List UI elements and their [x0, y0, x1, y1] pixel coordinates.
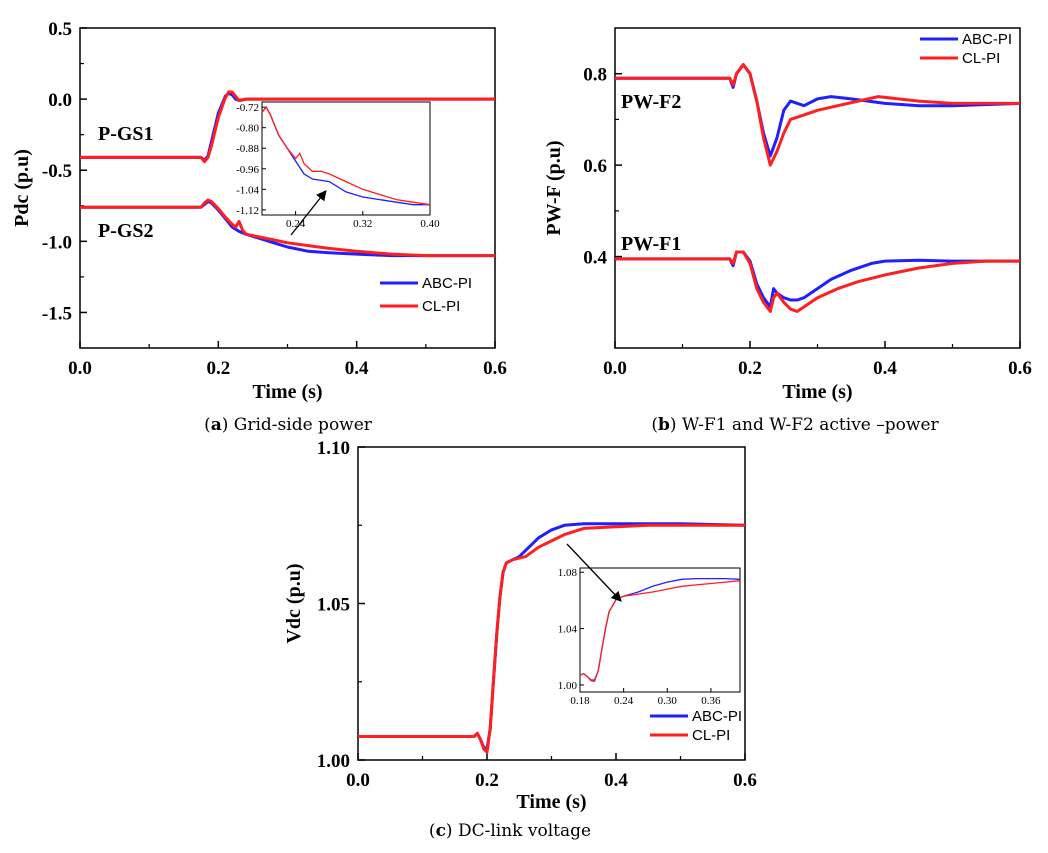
inset-y-tick-label: -0.80: [236, 123, 259, 135]
inset-frame: [579, 567, 741, 693]
y-tick-label: 0.5: [48, 19, 72, 40]
inset-series-line-cl-pi: [261, 105, 431, 206]
x-tick-label: 0.6: [483, 358, 507, 379]
x-tick-label: 0.6: [1008, 358, 1032, 379]
curve-annotation: P-GS1: [98, 123, 154, 145]
y-tick-label: -0.5: [42, 161, 72, 182]
y-tick-label: 0.0: [48, 90, 72, 111]
curve-annotation: PW-F1: [621, 233, 681, 255]
inset-x-tick-label: 0.32: [353, 218, 372, 230]
y-axis-label: Vdc (p.u): [283, 563, 305, 643]
figure-caption: (b) W-F1 and W-F2 active –power: [651, 415, 939, 435]
x-axis-label: Time (s): [782, 381, 852, 403]
y-tick-label: -1.0: [42, 232, 72, 253]
series-line-cl-pi-pw-f2: [615, 63, 1020, 167]
x-tick-label: 0.2: [206, 358, 230, 379]
plot-frame: [614, 27, 1021, 349]
chart-panel-b: 0.0 0.2 0.4 0.6 0.8 0.6 0.4 Time (s) PW-F (p.u) P…: [543, 27, 1032, 435]
series-line-cl-pi: [358, 523, 745, 754]
inset-y-tick-label: -0.96: [236, 164, 259, 176]
caption-text: Grid-side power: [228, 415, 372, 435]
y-axis-label: Pdc (p.u): [11, 149, 33, 227]
caption-paren-open: (: [204, 415, 211, 435]
zoom-arrow: [566, 543, 622, 602]
y-tick-label: 1.05: [317, 595, 350, 616]
caption-letter: c: [436, 821, 446, 841]
inset-plot: 0.18 0.24 0.30 0.36 1.08 1.04 1.00: [558, 567, 741, 707]
y-tick-label: 0.4: [583, 248, 607, 269]
inset-x-tick-label: 0.24: [614, 695, 634, 707]
curve-annotation: PW-F2: [621, 91, 681, 113]
y-tick-label: 0.8: [583, 65, 607, 86]
y-tick-label: -1.5: [42, 303, 72, 324]
legend-label: ABC-PI: [962, 31, 1012, 48]
curve-annotation: P-GS2: [98, 220, 154, 242]
caption-letter: a: [211, 415, 222, 435]
x-tick-label: 0.0: [603, 358, 627, 379]
x-axis-label: Time (s): [252, 381, 322, 403]
y-tick-label: 1.10: [317, 438, 350, 459]
legend-label: CL-PI: [962, 50, 1000, 67]
inset-y-tick-label: 1.00: [558, 680, 578, 692]
x-axis-label: Time (s): [516, 791, 586, 813]
x-tick-label: 0.0: [68, 358, 92, 379]
inset-x-tick-label: 0.30: [658, 695, 678, 707]
legend: ABC-PI CL-PI: [380, 275, 472, 315]
caption-paren-open: (: [429, 821, 436, 841]
legend: ABC-PI CL-PI: [650, 708, 742, 744]
y-axis-label: PW-F (p.u): [543, 140, 565, 235]
inset-y-tick-label: -0.88: [236, 143, 259, 155]
caption-text: W-F1 and W-F2 active –power: [677, 415, 940, 435]
inset-y-tick-label: -1.04: [236, 184, 259, 196]
figure-caption: (c) DC-link voltage: [429, 821, 591, 841]
inset-y-tick-label: 1.08: [558, 567, 578, 579]
x-tick-label: 0.0: [346, 770, 370, 791]
inset-y-tick-label: -0.72: [236, 102, 259, 114]
zoom-arrow: [290, 189, 327, 236]
x-tick-label: 0.4: [345, 358, 369, 379]
caption-paren-close: ): [222, 415, 229, 435]
series-line-cl-pi-pw-f1: [615, 250, 1020, 313]
caption-paren-close: ): [446, 821, 453, 841]
legend-label: ABC-PI: [422, 275, 472, 292]
inset-y-tick-label: 1.04: [558, 624, 578, 636]
x-tick-label: 0.6: [733, 770, 757, 791]
inset-x-tick-label: 0.24: [286, 218, 306, 230]
caption-paren-open: (: [651, 415, 658, 435]
series-line-cl-pi-p-gs2: [80, 198, 495, 258]
chart-panel-c: 0.0 0.2 0.4 0.6 1.10 1.05 1.00 Time (s) Vdc (p.u…: [283, 438, 757, 841]
legend-label: ABC-PI: [692, 708, 742, 725]
series-line-cl-pi-p-gs1: [80, 90, 495, 164]
x-tick-label: 0.4: [873, 358, 897, 379]
legend: ABC-PI CL-PI: [920, 31, 1012, 67]
x-tick-label: 0.2: [475, 770, 499, 791]
legend-label: CL-PI: [692, 727, 730, 744]
inset-x-tick-label: 0.36: [701, 695, 721, 707]
inset-x-tick-label: 0.18: [570, 695, 590, 707]
inset-y-tick-label: -1.12: [236, 205, 259, 217]
caption-paren-close: ): [670, 415, 677, 435]
legend-label: CL-PI: [422, 298, 460, 315]
inset-frame: [261, 101, 431, 216]
x-tick-label: 0.2: [738, 358, 762, 379]
caption-text: DC-link voltage: [453, 821, 592, 841]
x-tick-label: 0.4: [604, 770, 628, 791]
caption-letter: b: [658, 415, 670, 435]
chart-panel-a: 0.0 0.2 0.4 0.6 0.5 0.0 -0.5 -1.0 -1.5 Time (s) Pd…: [11, 19, 507, 435]
y-tick-label: 1.00: [317, 751, 350, 772]
inset-x-tick-label: 0.40: [420, 218, 440, 230]
figure-caption: (a) Grid-side power: [204, 415, 373, 435]
inset-plot: 0.24 0.32 0.40 -0.72 -0.80 -0.88 -0.96 -1.04 -1.…: [236, 101, 440, 230]
y-tick-label: 0.6: [583, 156, 607, 177]
